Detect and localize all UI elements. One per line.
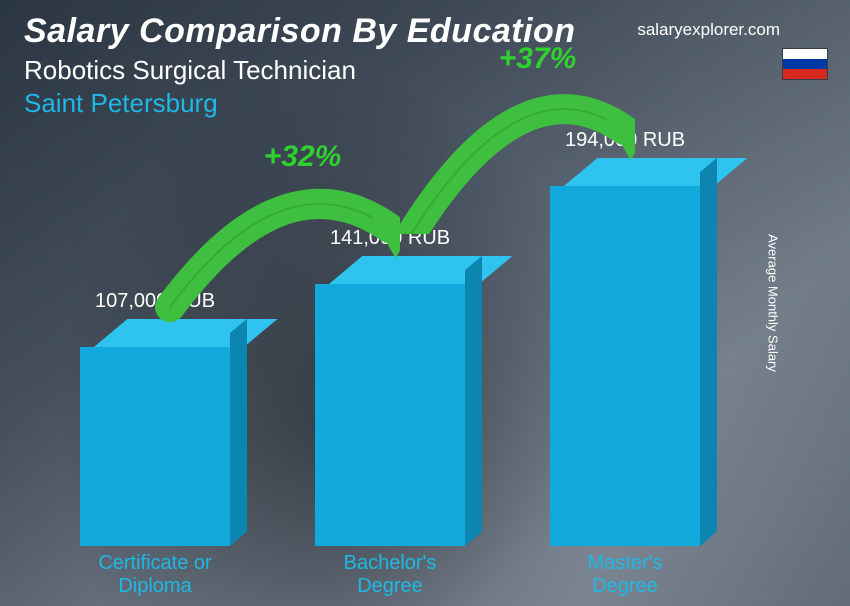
- flag-stripe-1: [783, 49, 827, 59]
- bar-0: 107,000 RUBCertificate orDiploma: [80, 347, 230, 546]
- bar-2: 194,000 RUBMaster'sDegree: [550, 186, 700, 546]
- bar-side-face: [700, 158, 717, 546]
- bar-category-label: Master'sDegree: [588, 552, 663, 598]
- bar-chart: 107,000 RUBCertificate orDiploma141,000 …: [70, 126, 770, 546]
- increase-arrow-icon: [140, 152, 400, 332]
- bar-category-label: Certificate orDiploma: [98, 552, 211, 598]
- bar-side-face: [230, 319, 247, 546]
- flag-stripe-3: [783, 69, 827, 79]
- flag-stripe-2: [783, 59, 827, 69]
- bar-category-label: Bachelor'sDegree: [344, 552, 437, 598]
- brand-label: salaryexplorer.com: [637, 20, 780, 40]
- increase-arrow-icon: [375, 54, 635, 234]
- increase-percent-label: +32%: [264, 140, 342, 174]
- bar-front-face: [550, 186, 700, 546]
- increase-percent-label: +37%: [499, 42, 577, 76]
- bar-front-face: [80, 347, 230, 546]
- flag-icon: [782, 48, 828, 80]
- bar-side-face: [465, 256, 482, 546]
